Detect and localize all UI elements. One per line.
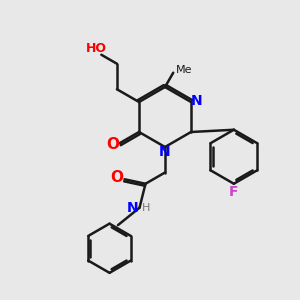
Text: N: N bbox=[190, 94, 202, 107]
Text: N: N bbox=[159, 146, 170, 159]
Text: HO: HO bbox=[86, 42, 107, 55]
Text: F: F bbox=[229, 185, 239, 199]
Text: H: H bbox=[142, 203, 150, 213]
Text: Me: Me bbox=[176, 65, 192, 75]
Text: N: N bbox=[127, 201, 139, 215]
Text: O: O bbox=[106, 137, 119, 152]
Text: O: O bbox=[110, 170, 124, 185]
